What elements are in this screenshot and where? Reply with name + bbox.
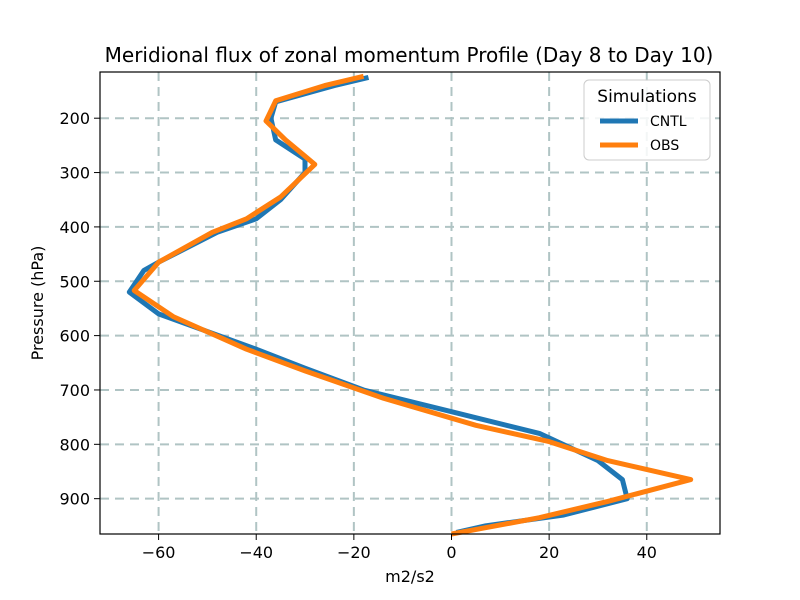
series-layer: [126, 73, 694, 537]
y-tick-label: 800: [59, 435, 90, 454]
chart-title: Meridional flux of zonal momentum Profil…: [105, 43, 714, 67]
legend: Simulations CNTL OBS: [583, 79, 711, 161]
legend-label-cntl: CNTL: [650, 114, 687, 130]
y-tick-label: 500: [59, 272, 90, 291]
legend-label-obs: OBS: [650, 138, 679, 154]
x-tick-label: −20: [337, 543, 371, 562]
series-line-cntl: [126, 74, 630, 535]
y-tick-label: 300: [59, 164, 90, 183]
x-tick-label: 20: [539, 543, 559, 562]
x-tick-label: 40: [637, 543, 657, 562]
legend-title: Simulations: [597, 87, 697, 107]
x-tick-label: −40: [239, 543, 273, 562]
x-tick-label: 0: [446, 543, 456, 562]
plot-frame: [99, 71, 721, 535]
x-axis-title: m2/s2: [385, 567, 435, 586]
y-tick-label: 200: [59, 109, 90, 128]
y-axis: 200 300 400 500 600 700 800 900: [59, 109, 100, 509]
y-tick-label: 700: [59, 381, 90, 400]
legend-box: [583, 79, 711, 161]
legend-items: CNTL OBS: [600, 114, 687, 154]
y-tick-label: 900: [59, 490, 90, 509]
y-tick-label: 600: [59, 327, 90, 346]
y-tick-label: 400: [59, 218, 90, 237]
x-axis: −60 −40 −20 0 20 40: [142, 534, 657, 562]
x-tick-label: −60: [142, 543, 176, 562]
y-axis-title: Pressure (hPa): [28, 246, 47, 361]
series-line-obs: [131, 73, 694, 537]
